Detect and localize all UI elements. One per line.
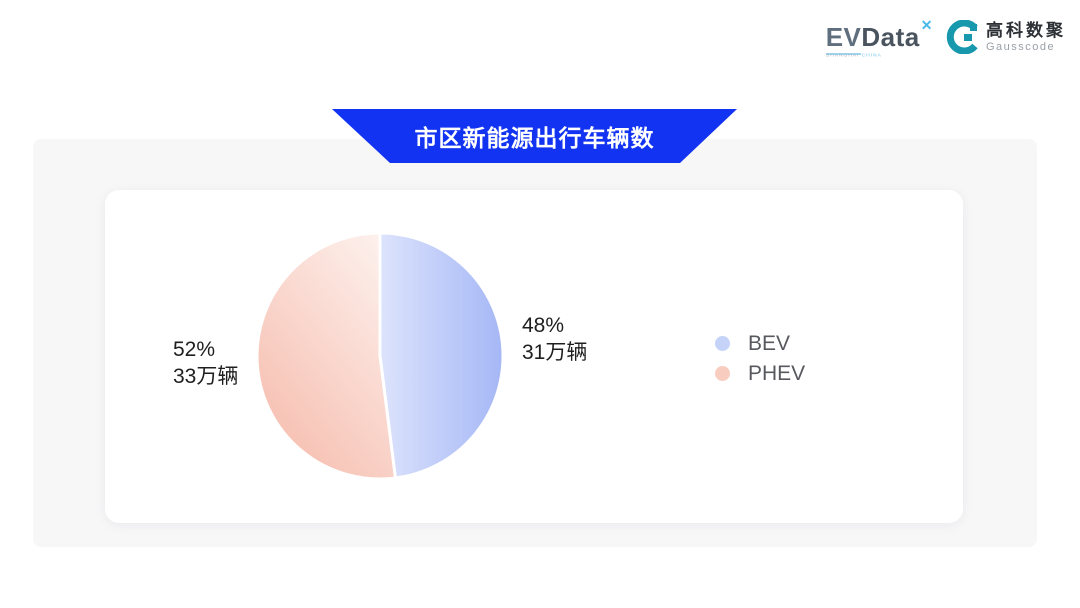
evdata-sub-china: CHINA: [861, 52, 882, 58]
bev-value: 31万辆: [522, 341, 588, 364]
gausscode-g-icon: [946, 20, 978, 54]
pie-svg: [255, 231, 505, 481]
content-panel: 52% 33万辆 48% 31万辆 BEV P: [33, 139, 1037, 547]
chart-card: 52% 33万辆 48% 31万辆 BEV P: [105, 190, 963, 523]
legend-swatch-phev-icon: [715, 366, 730, 381]
legend-swatch-bev-icon: [715, 336, 730, 351]
evdata-wordmark: EVData✕: [825, 18, 932, 55]
gausscode-logo: 高科数聚 Gausscode: [946, 20, 1066, 54]
evdata-logo: EVData✕ SHANGHAI CHINA: [825, 18, 932, 61]
legend-label-phev: PHEV: [748, 361, 806, 385]
phev-value: 33万辆: [173, 365, 239, 388]
section-banner: 市区新能源出行车辆数: [332, 109, 737, 163]
evdata-data-text: Data: [861, 22, 920, 52]
phev-percent: 52%: [173, 338, 216, 361]
evdata-sub-shanghai: SHANGHAI: [825, 52, 860, 58]
legend-item-bev[interactable]: BEV: [715, 331, 805, 356]
pie-slice-phev[interactable]: [255, 231, 397, 481]
gausscode-cn-label: 高科数聚: [986, 20, 1066, 40]
bev-label: 48% 31万辆: [522, 312, 587, 366]
legend: BEV PHEV: [715, 331, 805, 386]
gausscode-text: 高科数聚 Gausscode: [986, 22, 1066, 53]
phev-label: 52% 33万辆: [173, 336, 238, 390]
evdata-ev-text: EV: [825, 22, 862, 55]
evdata-subtext: SHANGHAI CHINA: [826, 53, 892, 58]
logo-bar: EVData✕ SHANGHAI CHINA 高科数聚 Gausscode: [825, 18, 1066, 61]
section-title: 市区新能源出行车辆数: [414, 125, 655, 151]
bev-percent: 48%: [522, 314, 565, 337]
evdata-x-icon: ✕: [920, 17, 933, 33]
legend-item-phev[interactable]: PHEV: [715, 361, 805, 386]
gausscode-en-label: Gausscode: [986, 40, 1056, 53]
pie-chart: [250, 226, 510, 486]
pie-slice-bev[interactable]: [378, 231, 505, 480]
legend-label-bev: BEV: [748, 331, 791, 355]
